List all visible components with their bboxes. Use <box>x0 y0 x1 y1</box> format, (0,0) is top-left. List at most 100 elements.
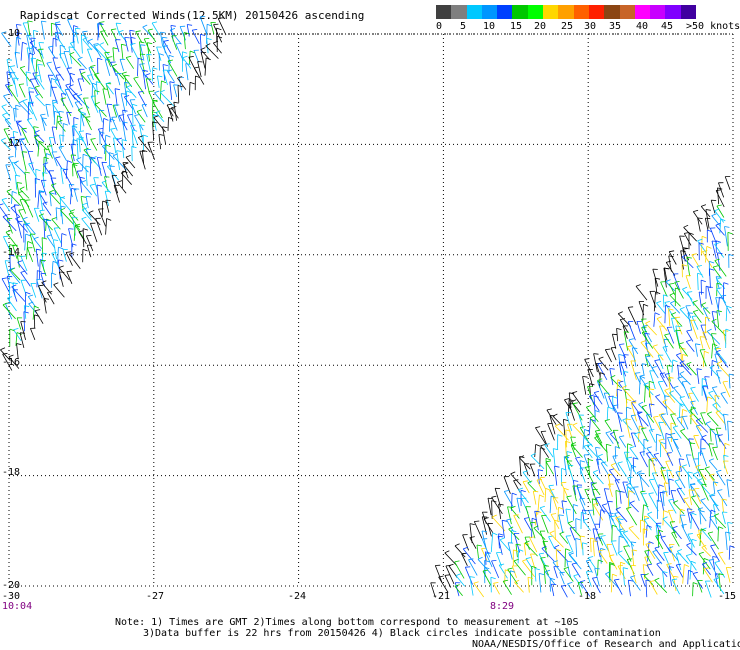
wind-barb-flag <box>628 579 634 582</box>
wind-barb-flag <box>134 114 140 116</box>
wind-barb <box>189 82 191 96</box>
wind-barb-flag <box>645 320 651 324</box>
wind-barb-flag <box>555 423 561 427</box>
wind-barb <box>522 471 532 484</box>
wind-barb <box>589 417 600 431</box>
wind-barb <box>626 508 638 526</box>
wind-barb <box>68 213 81 231</box>
wind-barb-flag <box>677 365 683 367</box>
wind-barb-flag <box>104 176 110 178</box>
wind-barb-flag <box>498 503 504 506</box>
wind-barb <box>104 135 107 155</box>
wind-barb <box>116 73 121 86</box>
wind-barb-flag <box>22 41 28 45</box>
wind-barb <box>65 84 76 100</box>
wind-barb <box>640 342 654 358</box>
wind-barb <box>15 332 18 346</box>
wind-barb-flag <box>52 99 58 102</box>
wind-barb-flag <box>592 498 598 501</box>
wind-barb-flag <box>714 242 720 245</box>
wind-barb <box>688 393 694 405</box>
wind-barb <box>16 33 20 46</box>
wind-barb <box>76 138 79 159</box>
wind-barb <box>49 137 54 153</box>
wind-barb-flag <box>18 209 24 211</box>
wind-barb <box>675 330 681 349</box>
wind-barb-flag <box>94 44 100 47</box>
wind-barb-flag <box>701 302 707 306</box>
wind-barb <box>663 267 667 288</box>
wind-barb-flag <box>69 209 75 212</box>
wind-barb <box>649 403 652 418</box>
wind-barb-flag <box>644 549 650 552</box>
wind-barb-flag <box>37 64 43 66</box>
wind-barb-flag <box>622 417 628 421</box>
wind-barb-flag <box>705 217 711 220</box>
wind-barb <box>54 22 64 36</box>
wind-barb-flag <box>86 133 92 135</box>
wind-barb <box>685 341 695 352</box>
wind-barb <box>664 334 674 349</box>
wind-barb-flag <box>695 464 701 468</box>
wind-barb-flag <box>2 214 8 218</box>
wind-barb <box>633 487 640 501</box>
wind-barb <box>137 137 151 153</box>
wind-barb-flag <box>675 325 681 327</box>
wind-barb <box>614 513 622 525</box>
wind-barb <box>5 231 18 248</box>
wind-barb-flag <box>617 412 623 414</box>
wind-barb <box>662 346 672 363</box>
wind-barb <box>630 541 634 556</box>
wind-barb-flag <box>564 398 570 401</box>
wind-barb <box>522 481 530 494</box>
wind-barb-flag <box>59 134 65 137</box>
wind-barb <box>696 266 704 278</box>
wind-barb-flag <box>572 391 578 394</box>
wind-barb-flag <box>673 575 679 578</box>
wind-barb-flag <box>59 53 65 55</box>
wind-barb <box>565 508 569 524</box>
wind-barb-flag <box>137 57 143 61</box>
wind-barb-flag <box>513 514 519 516</box>
wind-barb <box>565 429 568 448</box>
wind-barb <box>715 225 725 236</box>
wind-barb-flag <box>43 298 49 300</box>
wind-barb <box>715 190 725 208</box>
wind-barb <box>204 57 207 76</box>
wind-barb-flag <box>97 23 103 26</box>
wind-barb-flag <box>724 226 730 228</box>
wind-barb <box>40 114 47 126</box>
wind-barb <box>85 133 89 146</box>
wind-barb <box>6 59 11 78</box>
wind-barb-flag <box>565 440 571 443</box>
wind-barb <box>655 525 659 541</box>
wind-barb-flag <box>13 328 19 331</box>
wind-barb <box>695 420 709 433</box>
wind-barb-flag <box>511 492 517 496</box>
wind-barb <box>563 456 567 476</box>
wind-barb <box>631 347 637 367</box>
wind-barb <box>513 515 523 534</box>
wind-barb-flag <box>588 556 594 559</box>
wind-barb-flag <box>589 383 595 386</box>
wind-barb <box>610 464 621 477</box>
wind-barb <box>616 379 619 397</box>
wind-barb-flag <box>716 310 722 313</box>
lon-label-27: -27 <box>146 591 165 602</box>
wind-barb-flag <box>64 88 71 91</box>
wind-barb <box>168 108 174 122</box>
wind-barb <box>43 218 46 239</box>
wind-barb <box>664 390 676 403</box>
wind-barb <box>637 413 649 427</box>
wind-barb-flag <box>469 536 475 538</box>
wind-barb-flag <box>643 438 649 442</box>
wind-barb <box>152 111 154 127</box>
wind-barb-flag <box>668 308 674 311</box>
wind-barb-flag <box>572 485 578 487</box>
wind-barb <box>630 565 637 584</box>
wind-barb <box>45 104 49 117</box>
wind-barb-flag <box>22 98 28 102</box>
wind-barb-flag <box>201 51 207 53</box>
wind-barb <box>716 471 726 486</box>
wind-barb <box>713 579 725 595</box>
